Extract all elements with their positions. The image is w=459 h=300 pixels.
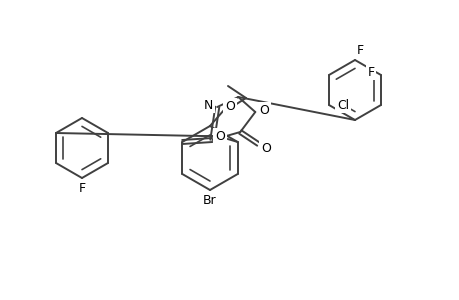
Text: O: O bbox=[214, 130, 224, 142]
Text: N: N bbox=[203, 98, 213, 112]
Text: F: F bbox=[78, 182, 85, 194]
Text: F: F bbox=[356, 44, 363, 56]
Text: Br: Br bbox=[203, 194, 216, 208]
Text: O: O bbox=[259, 103, 269, 116]
Text: F: F bbox=[367, 65, 374, 79]
Text: O: O bbox=[261, 142, 271, 154]
Text: Cl: Cl bbox=[336, 98, 348, 112]
Text: O: O bbox=[224, 100, 235, 112]
